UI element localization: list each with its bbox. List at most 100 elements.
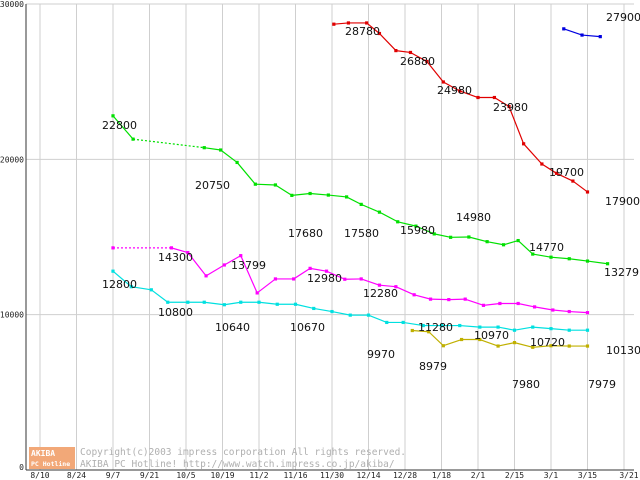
series-magenta-point xyxy=(463,297,467,301)
logo-bottom-text: PC Hotline xyxy=(31,460,70,468)
data-label-green: 20750 xyxy=(195,179,230,192)
x-tick-label: 11/2 xyxy=(249,471,268,480)
series-green-point xyxy=(605,262,610,266)
series-cyan-point xyxy=(531,325,535,329)
series-magenta-segment xyxy=(171,247,188,254)
series-red-segment xyxy=(395,50,411,54)
series-blue-point xyxy=(598,35,602,39)
series-red-point xyxy=(365,21,369,25)
series-green-point xyxy=(345,195,349,199)
series-magenta-point xyxy=(308,266,312,270)
series-blue-segment xyxy=(581,34,601,38)
series-green-point xyxy=(549,255,553,259)
series-magenta-point xyxy=(111,246,115,250)
series-olive-point xyxy=(585,344,590,348)
series-cyan-point xyxy=(496,325,500,329)
series-olive-point xyxy=(427,330,431,334)
series-olive-point xyxy=(441,344,445,348)
series-green-segment xyxy=(328,194,347,198)
series-magenta-point xyxy=(222,263,226,267)
series-magenta-segment xyxy=(465,298,484,306)
series-green-point xyxy=(396,220,400,224)
series-cyan-point xyxy=(567,328,571,332)
series-green-segment xyxy=(112,115,134,140)
series-cyan-point xyxy=(129,285,133,289)
series-cyan-segment xyxy=(331,310,351,316)
data-label-green: 14980 xyxy=(456,211,491,224)
data-label-magenta: 10720 xyxy=(530,336,565,349)
series-cyan-segment xyxy=(295,303,314,310)
series-cyan-segment xyxy=(313,307,333,313)
series-magenta-point xyxy=(428,297,433,301)
y-tick-label: 10000 xyxy=(0,311,24,320)
series-group xyxy=(111,21,610,349)
series-blue-segment xyxy=(563,28,583,36)
data-label-green: 17580 xyxy=(344,227,379,240)
series-magenta-point xyxy=(447,297,451,302)
series-red-point xyxy=(394,49,398,53)
series-green-segment xyxy=(346,196,362,205)
series-olive-segment xyxy=(532,345,552,348)
data-label-cyan: 12800 xyxy=(102,278,137,291)
series-cyan-segment xyxy=(459,324,480,328)
series-green-point xyxy=(219,148,223,152)
series-cyan-point xyxy=(312,306,316,311)
series-olive-point xyxy=(459,337,464,342)
series-red-point xyxy=(408,50,413,55)
series-cyan-segment xyxy=(497,326,515,331)
data-label-green: 22800 xyxy=(102,119,137,132)
series-magenta-segment xyxy=(309,267,327,272)
x-tick-label: 2/1 xyxy=(471,471,486,480)
series-green-point xyxy=(377,210,382,214)
data-label-olive: 7980 xyxy=(512,378,540,391)
series-cyan-point xyxy=(275,302,279,306)
series-green-point xyxy=(585,259,590,263)
series-red-segment xyxy=(443,81,461,92)
series-magenta-point xyxy=(255,291,259,295)
series-red-point xyxy=(540,162,544,166)
series-cyan-point xyxy=(512,328,517,332)
series-olive-segment xyxy=(514,342,533,348)
series-magenta-point xyxy=(394,285,398,289)
data-label-cyan: 10670 xyxy=(290,321,325,334)
series-red-point xyxy=(441,80,445,84)
data-label-magenta: 10130 xyxy=(606,344,640,357)
series-magenta-segment xyxy=(293,267,311,280)
series-green-segment xyxy=(379,211,398,223)
series-cyan-point xyxy=(257,300,261,304)
series-green-segment xyxy=(517,240,534,255)
data-label-red: 17900 xyxy=(605,195,640,208)
series-green-segment xyxy=(532,253,552,258)
series-cyan-segment xyxy=(514,326,533,331)
series-red-point xyxy=(332,22,336,26)
series-green-point xyxy=(273,183,278,187)
series-magenta xyxy=(111,246,590,315)
series-red-point xyxy=(554,171,559,175)
y-tick-label: 0 xyxy=(19,463,24,472)
series-cyan-segment xyxy=(224,301,241,306)
series-cyan-point xyxy=(202,300,206,304)
series-green xyxy=(111,114,610,266)
series-green-point xyxy=(308,191,312,196)
series-olive-segment xyxy=(443,338,462,347)
series-green-point xyxy=(531,252,535,256)
series-olive-segment xyxy=(479,338,499,347)
data-label-green: 17680 xyxy=(288,227,323,240)
series-cyan-point xyxy=(186,300,190,304)
series-green-segment xyxy=(220,149,238,163)
series-red-point xyxy=(571,179,575,183)
series-magenta-point xyxy=(532,305,537,309)
series-olive-segment xyxy=(428,331,444,347)
series-green-point xyxy=(432,232,436,236)
series-magenta-point xyxy=(204,274,208,278)
series-green-point xyxy=(485,240,489,244)
data-label-green: 13279 xyxy=(604,266,639,279)
x-tick-label: 10/19 xyxy=(210,471,234,480)
series-magenta-point xyxy=(516,301,520,306)
series-magenta-point xyxy=(292,277,296,281)
x-tick-label: 12/14 xyxy=(356,471,380,480)
series-green-segment xyxy=(569,258,588,262)
series-cyan-point xyxy=(293,302,298,306)
series-red-segment xyxy=(426,61,444,83)
series-cyan-point xyxy=(401,320,405,325)
